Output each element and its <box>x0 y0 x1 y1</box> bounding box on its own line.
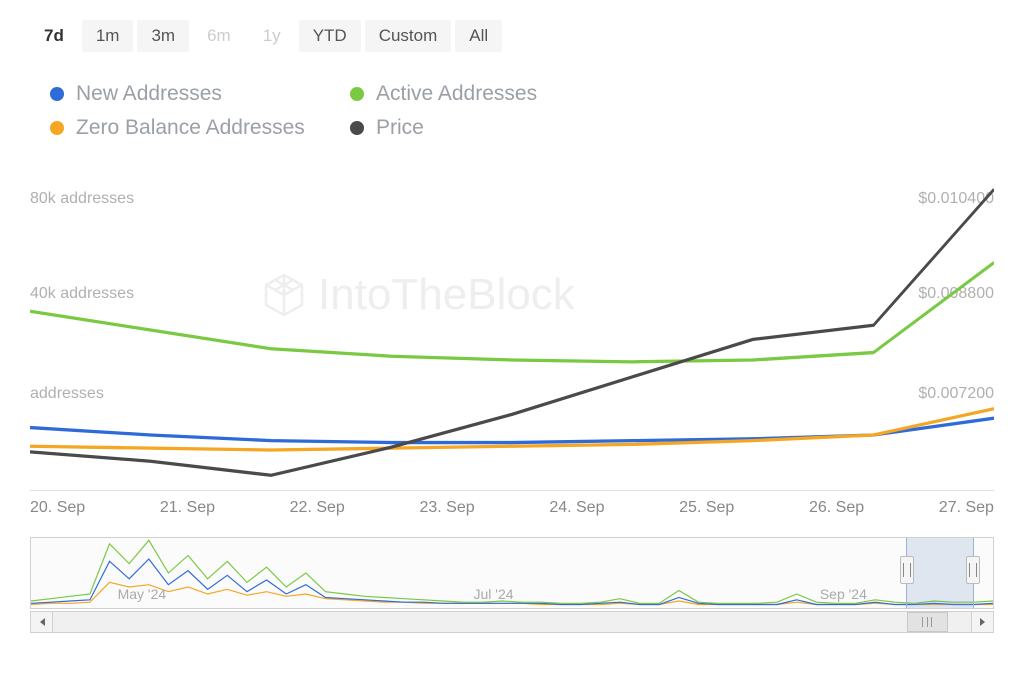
x-tick: 25. Sep <box>679 499 734 517</box>
x-tick: 21. Sep <box>160 499 215 517</box>
scroll-right-button[interactable] <box>971 612 993 632</box>
x-tick: 27. Sep <box>939 499 994 517</box>
mini-x-label: Jul '24 <box>474 586 514 602</box>
series-active_addresses <box>30 263 994 362</box>
scroll-track[interactable] <box>53 612 971 632</box>
legend-dot-icon <box>50 87 64 101</box>
time-tab-ytd[interactable]: YTD <box>299 20 361 52</box>
triangle-left-icon <box>38 617 46 627</box>
line-chart-svg <box>30 180 994 480</box>
range-navigator[interactable]: May '24 Jul '24 Sep '24 <box>30 537 994 609</box>
time-tab-custom[interactable]: Custom <box>365 20 452 52</box>
legend-label: Price <box>376 116 424 140</box>
x-axis: 20. Sep 21. Sep 22. Sep 23. Sep 24. Sep 25. S… <box>30 490 994 537</box>
time-tab-1m[interactable]: 1m <box>82 20 134 52</box>
x-tick: 20. Sep <box>30 499 85 517</box>
legend-label: Zero Balance Addresses <box>76 116 305 140</box>
legend-item[interactable]: Active Addresses <box>350 82 610 106</box>
x-tick: 23. Sep <box>419 499 474 517</box>
horizontal-scrollbar[interactable] <box>30 611 994 633</box>
x-tick: 24. Sep <box>549 499 604 517</box>
legend-dot-icon <box>350 121 364 135</box>
range-handle-left[interactable] <box>900 556 914 584</box>
legend-item[interactable]: New Addresses <box>50 82 310 106</box>
chart-legend: New Addresses Active Addresses Zero Balanc… <box>30 82 650 140</box>
scroll-thumb[interactable] <box>907 612 948 632</box>
range-selection[interactable] <box>906 538 973 608</box>
range-handle-right[interactable] <box>966 556 980 584</box>
time-tab-7d[interactable]: 7d <box>30 20 78 52</box>
legend-dot-icon <box>50 121 64 135</box>
mini-x-label: May '24 <box>118 586 167 602</box>
mini-x-label: Sep '24 <box>820 586 867 602</box>
time-tab-3m[interactable]: 3m <box>137 20 189 52</box>
time-tab-all[interactable]: All <box>455 20 502 52</box>
time-range-tabs: 7d1m3m6m1yYTDCustomAll <box>30 20 994 52</box>
time-tab-1y: 1y <box>249 20 295 52</box>
x-tick: 22. Sep <box>290 499 345 517</box>
legend-item[interactable]: Zero Balance Addresses <box>50 116 310 140</box>
legend-item[interactable]: Price <box>350 116 610 140</box>
legend-label: Active Addresses <box>376 82 537 106</box>
x-tick: 26. Sep <box>809 499 864 517</box>
main-chart: IntoTheBlock 80k addresses40k addressesa… <box>30 180 994 480</box>
scroll-left-button[interactable] <box>31 612 53 632</box>
series-new_addresses <box>30 418 994 442</box>
time-tab-6m: 6m <box>193 20 245 52</box>
triangle-right-icon <box>979 617 987 627</box>
legend-label: New Addresses <box>76 82 222 106</box>
legend-dot-icon <box>350 87 364 101</box>
